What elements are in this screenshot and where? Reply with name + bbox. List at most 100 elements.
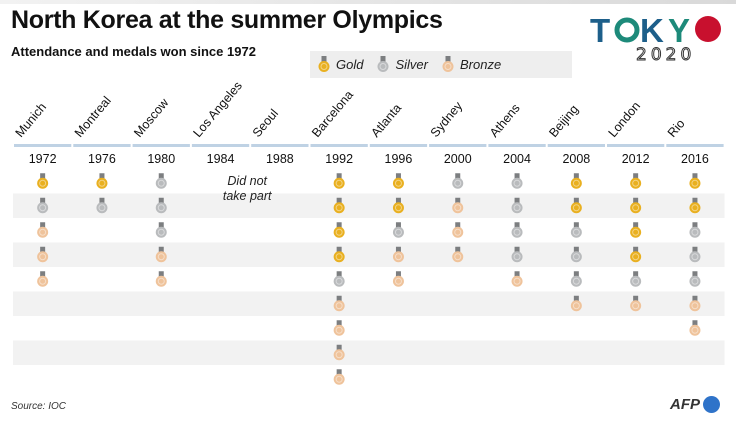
medal-inner-ring (335, 204, 343, 212)
year-label: 1992 (325, 152, 353, 166)
gold-medal (630, 202, 642, 214)
column-header-rule (73, 144, 131, 147)
legend-item-silver: Silver (377, 56, 428, 73)
year-label: 2016 (681, 152, 709, 166)
medal-ribbon (336, 320, 342, 327)
medal-ribbon (573, 222, 579, 229)
silver-medal (155, 177, 167, 189)
medal-ribbon (40, 222, 46, 229)
gold-medal (392, 202, 404, 214)
year-label: 1976 (88, 152, 116, 166)
bronze-medal (155, 275, 167, 287)
silver-medal (689, 275, 701, 287)
row-band (13, 291, 725, 316)
medal-inner-ring (39, 204, 47, 212)
medal-ribbon (336, 295, 342, 302)
bronze-medal (689, 324, 701, 336)
chart-subtitle: Attendance and medals won since 1972 (11, 44, 256, 59)
year-label: 1984 (207, 152, 235, 166)
column-header-rule (191, 144, 250, 147)
absence-note-line2: take part (223, 189, 272, 203)
medal-inner-ring (394, 277, 402, 285)
medal-inner-ring (513, 253, 521, 261)
medal-inner-ring (632, 277, 640, 285)
medal-ribbon (40, 197, 46, 204)
city-label: Rio (665, 117, 688, 140)
city-label: London (606, 99, 644, 140)
medal-inner-ring (39, 277, 47, 285)
bronze-medal (37, 226, 49, 238)
afp-wordmark: AFP (670, 396, 700, 413)
medal-inner-ring (513, 277, 521, 285)
medal-inner-ring (394, 228, 402, 236)
medal-inner-ring (632, 179, 640, 187)
city-label: Barcelona (309, 88, 356, 140)
medal-ribbon (40, 173, 46, 180)
silver-medal (570, 251, 582, 263)
medal-inner-ring (335, 228, 343, 236)
silver-medal (570, 275, 582, 287)
silver-medal (96, 202, 108, 214)
medal-inner-ring (454, 204, 462, 212)
city-label: Seoul (250, 106, 281, 140)
bronze-medal (333, 373, 345, 385)
medal-inner-ring (691, 326, 699, 334)
medal-ribbon (573, 295, 579, 302)
medal-ribbon (336, 173, 342, 180)
row-band (13, 193, 725, 218)
medal-inner-ring (454, 179, 462, 187)
medal-inner-ring (335, 302, 343, 310)
medal-inner-ring (572, 228, 580, 236)
medal-inner-ring (632, 302, 640, 310)
medal-ribbon (692, 246, 698, 253)
medal-ribbon (692, 320, 698, 327)
medal-inner-ring (157, 179, 165, 187)
silver-medal (689, 226, 701, 238)
legend-item-bronze: Bronze (442, 56, 501, 73)
medal-ribbon (99, 197, 105, 204)
gold-medal (630, 226, 642, 238)
afp-logo: AFP (670, 396, 720, 413)
year-label: 1988 (266, 152, 294, 166)
medal-inner-ring (513, 179, 521, 187)
column-header-rule (369, 144, 428, 147)
medal-inner-ring (572, 277, 580, 285)
top-accent-bar (0, 0, 736, 4)
medal-inner-ring (157, 204, 165, 212)
medal-ribbon (514, 197, 520, 204)
source-note: Source: IOC (11, 401, 67, 412)
medal-inner-ring (335, 375, 343, 383)
medal-ribbon (336, 369, 342, 376)
bronze-medal (333, 300, 345, 312)
medal-ribbon (455, 246, 461, 253)
bronze-medal (333, 324, 345, 336)
medal-ribbon (336, 344, 342, 351)
medal-ribbon (336, 246, 342, 253)
medal-ribbon (455, 222, 461, 229)
medal-inner-ring (691, 179, 699, 187)
city-label: Los Angeles (190, 79, 245, 140)
medal-inner-ring (513, 228, 521, 236)
bronze-medal (37, 251, 49, 263)
medal-ribbon (692, 197, 698, 204)
medal-ribbon (158, 222, 164, 229)
medal-inner-ring (39, 228, 47, 236)
medal-inner-ring (691, 302, 699, 310)
silver-medal (452, 177, 464, 189)
chart-title: North Korea at the summer Olympics (11, 6, 443, 34)
medal-ribbon (633, 222, 639, 229)
medal-inner-ring (157, 277, 165, 285)
gold-medal (333, 202, 345, 214)
medal-inner-ring (335, 277, 343, 285)
city-label: Montreal (72, 94, 114, 140)
column-header-rule (251, 144, 309, 147)
logo-letter-t: T (590, 12, 611, 49)
silver-medal (630, 275, 642, 287)
legend-label-gold: Gold (336, 57, 364, 72)
medal-ribbon (395, 197, 401, 204)
medal-inner-ring (572, 302, 580, 310)
medal-inner-ring (394, 253, 402, 261)
medal-ribbon (514, 271, 520, 278)
city-label: Atlanta (368, 101, 404, 140)
medal-inner-ring (691, 253, 699, 261)
